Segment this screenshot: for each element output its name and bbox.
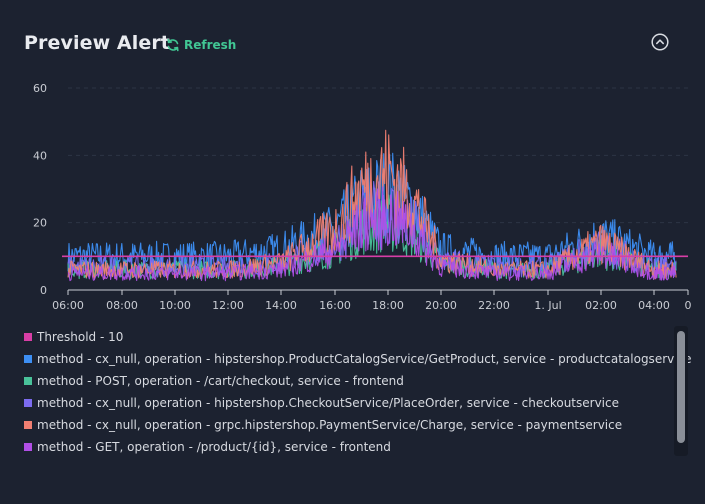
legend-label: Threshold - 10 bbox=[37, 330, 124, 344]
refresh-icon bbox=[167, 38, 179, 52]
legend-swatch bbox=[24, 399, 32, 407]
legend-scrollbar[interactable] bbox=[674, 326, 688, 456]
chart-legend: Threshold - 10 method - cx_null, operatio… bbox=[24, 328, 692, 458]
legend-swatch bbox=[24, 443, 32, 451]
legend-label: method - GET, operation - /product/{id},… bbox=[37, 440, 391, 454]
legend-item[interactable]: Threshold - 10 bbox=[24, 329, 123, 345]
y-tick-label: 40 bbox=[33, 149, 47, 162]
legend-item[interactable]: method - cx_null, operation - grpc.hipst… bbox=[24, 417, 622, 433]
y-tick-label: 20 bbox=[33, 217, 47, 230]
y-tick-label: 0 bbox=[40, 284, 47, 297]
series-line bbox=[67, 180, 677, 278]
page-title: Preview Alert bbox=[24, 32, 170, 54]
preview-alert-header: Preview Alert Refresh bbox=[24, 32, 684, 60]
x-tick-label: 14:00 bbox=[265, 299, 297, 312]
x-tick-label: 18:00 bbox=[372, 299, 404, 312]
legend-label: method - POST, operation - /cart/checkou… bbox=[37, 374, 404, 388]
chevron-up-circle-icon[interactable] bbox=[651, 33, 669, 51]
refresh-label: Refresh bbox=[184, 38, 237, 52]
refresh-button[interactable]: Refresh bbox=[166, 36, 236, 54]
legend-label: method - cx_null, operation - grpc.hipst… bbox=[37, 418, 623, 432]
legend-scrollbar-thumb[interactable] bbox=[677, 331, 685, 443]
legend-item[interactable]: method - GET, operation - /product/{id},… bbox=[24, 439, 391, 455]
legend-label: method - cx_null, operation - hipstersho… bbox=[37, 396, 619, 410]
legend-swatch bbox=[24, 421, 32, 429]
legend-item[interactable]: method - cx_null, operation - hipstersho… bbox=[24, 351, 692, 367]
x-tick-label: 12:00 bbox=[212, 299, 244, 312]
series-line bbox=[67, 186, 677, 282]
x-tick-label: 16:00 bbox=[319, 299, 351, 312]
x-tick-label: 10:00 bbox=[159, 299, 191, 312]
alert-preview-chart: 0 20 40 60 06:00 08:00 10:00 12:00 14:00 16:00 18:… bbox=[33, 82, 692, 312]
legend-label: method - cx_null, operation - hipstersho… bbox=[37, 352, 692, 366]
legend-swatch bbox=[24, 355, 32, 363]
x-tick-label: 06:00 bbox=[52, 299, 84, 312]
y-tick-label: 60 bbox=[33, 82, 47, 95]
x-tick-label: 08:00 bbox=[106, 299, 138, 312]
legend-item[interactable]: method - cx_null, operation - hipstersho… bbox=[24, 395, 619, 411]
series-line bbox=[67, 129, 677, 280]
x-tick-label: 22:00 bbox=[478, 299, 510, 312]
legend-item[interactable]: method - POST, operation - /cart/checkou… bbox=[24, 373, 404, 389]
x-tick-label: 0 bbox=[685, 299, 692, 312]
legend-swatch bbox=[24, 333, 32, 341]
x-tick-label: 04:00 bbox=[638, 299, 670, 312]
legend-swatch bbox=[24, 377, 32, 385]
x-tick-label: 20:00 bbox=[425, 299, 457, 312]
x-tick-label: 1. Jul bbox=[534, 299, 561, 312]
x-tick-label: 02:00 bbox=[585, 299, 617, 312]
